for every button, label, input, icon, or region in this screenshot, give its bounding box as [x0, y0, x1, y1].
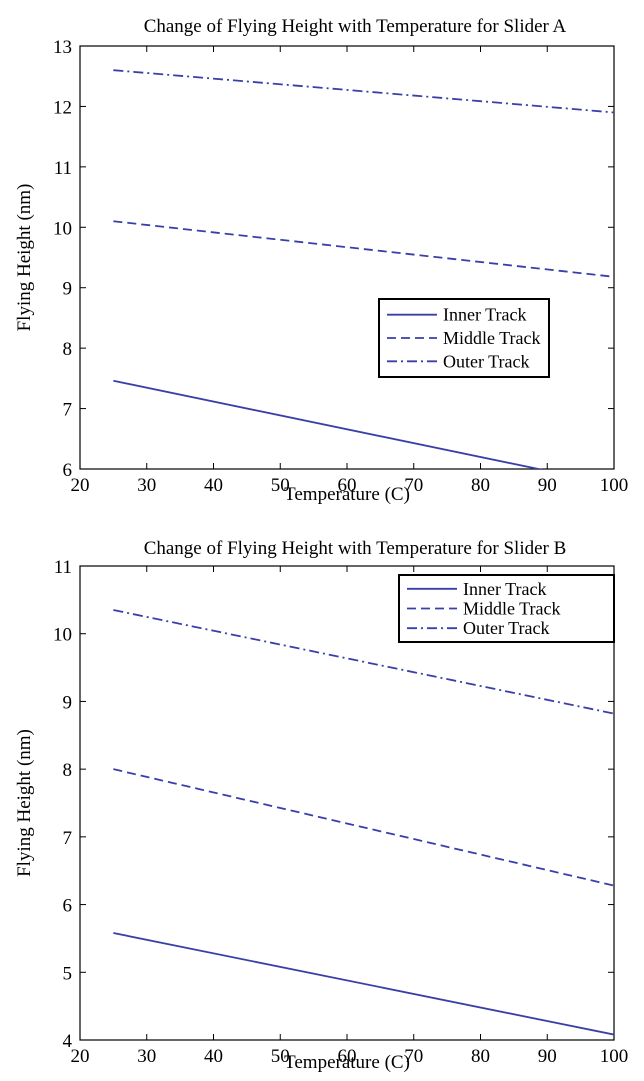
plot-area	[79, 45, 615, 470]
y-tick-label: 6	[63, 460, 73, 481]
x-tick-label: 50	[271, 1046, 290, 1067]
chart-slider-b: Change of Flying Height with Temperature…	[14, 538, 628, 1073]
x-tick-label: 100	[600, 475, 629, 496]
legend-label: Inner Track	[443, 305, 527, 325]
y-tick-label: 12	[53, 97, 72, 118]
x-tick-label: 40	[204, 475, 223, 496]
y-tick-label: 7	[63, 400, 73, 421]
y-tick-label: 9	[63, 279, 73, 300]
y-tick-label: 5	[63, 963, 73, 984]
y-tick-label: 8	[63, 760, 73, 781]
x-axis-label: Temperature (C)	[284, 484, 410, 505]
legend: Inner Track Middle Track Outer Track	[378, 298, 550, 378]
x-tick-label: 70	[404, 475, 423, 496]
x-tick-label: 60	[338, 475, 357, 496]
x-tick-label: 30	[137, 475, 156, 496]
y-tick-label: 10	[53, 625, 72, 646]
y-axis-label: Flying Height (nm)	[14, 184, 35, 332]
legend-box	[398, 574, 615, 643]
y-tick-label: 13	[53, 37, 72, 58]
y-tick-label: 8	[63, 339, 73, 360]
x-tick-label: 80	[471, 475, 490, 496]
chart-title: Change of Flying Height with Temperature…	[144, 538, 567, 559]
legend-label: Middle Track	[443, 328, 541, 348]
chart-title: Change of Flying Height with Temperature…	[144, 16, 567, 37]
y-tick-label: 7	[63, 828, 73, 849]
x-tick-label: 80	[471, 1046, 490, 1067]
x-axis-label: Temperature (C)	[284, 1052, 410, 1073]
x-tick-label: 30	[137, 1046, 156, 1067]
series-line-outer-track	[113, 69, 614, 114]
y-tick-label: 10	[53, 218, 72, 239]
y-tick-label: 9	[63, 692, 73, 713]
legend-label: Middle Track	[463, 599, 561, 619]
y-tick-label: 11	[54, 158, 72, 179]
x-tick-label: 40	[204, 1046, 223, 1067]
x-tick-label: 70	[404, 1046, 423, 1067]
x-tick-label: 20	[71, 475, 90, 496]
x-tick-label: 90	[538, 475, 557, 496]
legend-label: Inner Track	[463, 579, 547, 599]
legend-label: Outer Track	[463, 618, 550, 638]
x-tick-label: 100	[600, 1046, 629, 1067]
chart-slider-a: Change of Flying Height with Temperature…	[14, 16, 628, 505]
legend-label: Outer Track	[443, 351, 530, 371]
series-line-inner-track	[113, 932, 614, 1036]
x-tick-label: 90	[538, 1046, 557, 1067]
series-line-inner-track	[113, 379, 543, 469]
y-tick-label: 11	[54, 557, 72, 578]
y-tick-label: 6	[63, 896, 73, 917]
series-line-outer-track	[113, 609, 614, 715]
y-tick-label: 4	[63, 1031, 73, 1052]
y-axis-label: Flying Height (nm)	[14, 729, 35, 877]
x-tick-label: 20	[71, 1046, 90, 1067]
series-line-middle-track	[113, 768, 614, 887]
x-tick-label: 60	[338, 1046, 357, 1067]
x-tick-label: 50	[271, 475, 290, 496]
series-line-middle-track	[113, 220, 614, 278]
